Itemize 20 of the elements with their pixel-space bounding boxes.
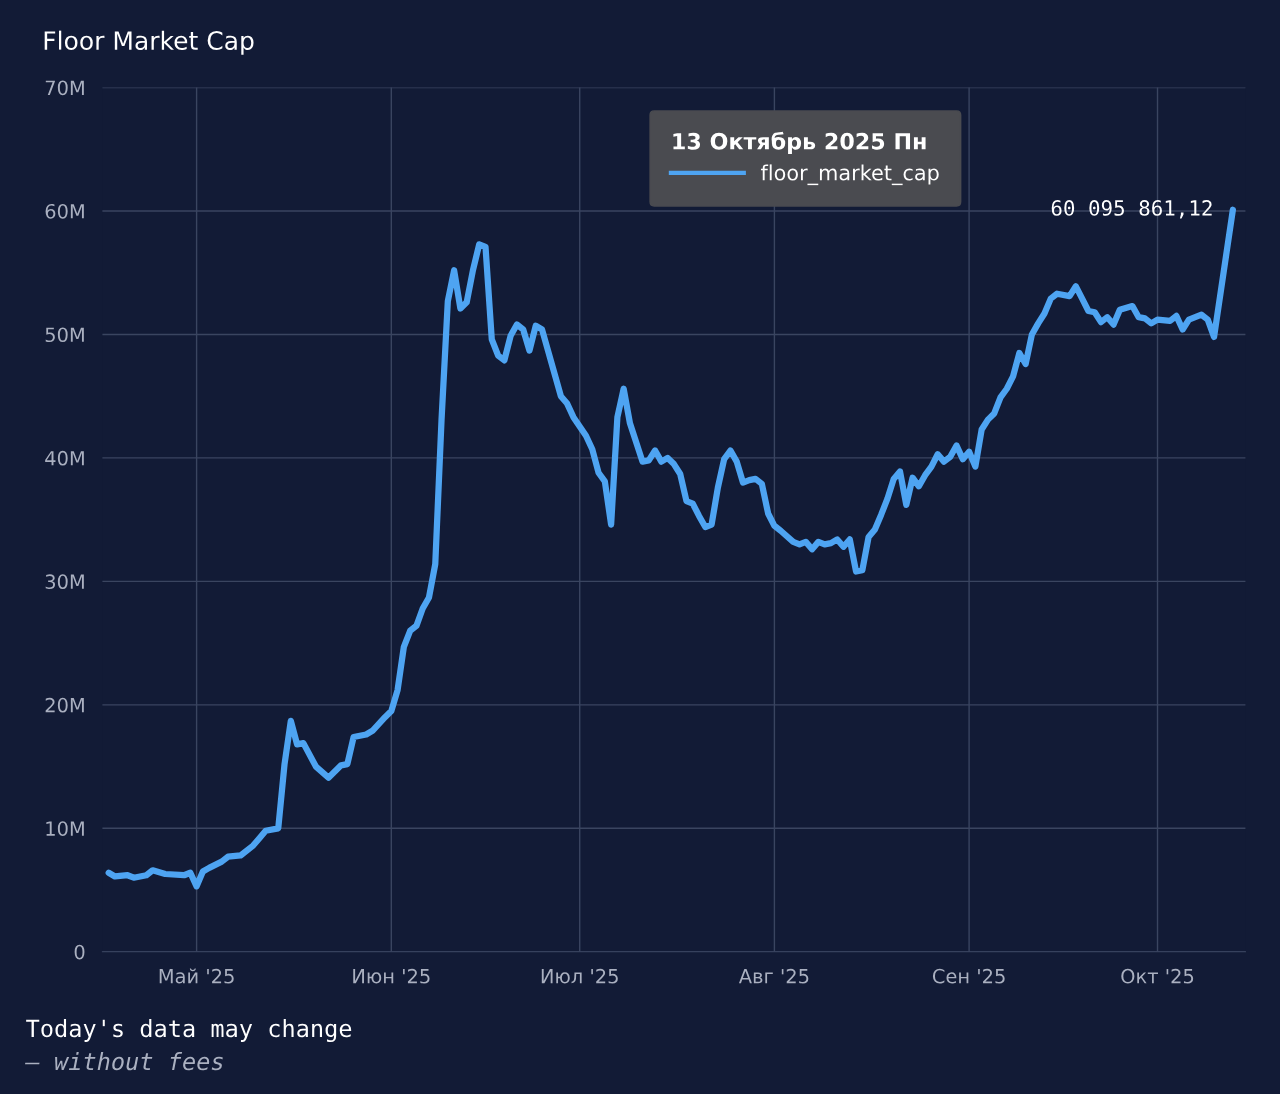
y-tick-label: 0 — [74, 944, 85, 960]
annotation: 60 095 861,12 — [1051, 200, 1212, 219]
y-tick-label: 10M — [46, 821, 84, 836]
y-tick-label: 20M — [45, 697, 84, 713]
chart-title: Floor Market Cap — [44, 30, 254, 55]
x-tick-label: Июн '25 — [353, 968, 430, 984]
y-tick-label: 30M — [45, 574, 84, 590]
x-tick-label: Окт '25 — [1121, 968, 1194, 984]
text: Today's data may change — [26, 1019, 352, 1043]
y-tick-label: 40M — [45, 450, 84, 466]
legend-label: floor_market_cap — [760, 164, 939, 186]
x-tick-label: Авг '25 — [738, 968, 809, 984]
y-tick-label: 50M — [45, 327, 84, 343]
x-tick-label: Июл '25 — [541, 968, 618, 984]
x-tick-label: Май '25 — [159, 968, 234, 984]
x-tick-label: Сен '25 — [932, 968, 1005, 984]
legend-title: 13 Октябрь 2025 Пн — [673, 131, 926, 154]
text: – without fees — [25, 1052, 223, 1071]
y-tick-label: 60M — [45, 203, 84, 219]
y-tick-label: 70M — [45, 80, 84, 96]
